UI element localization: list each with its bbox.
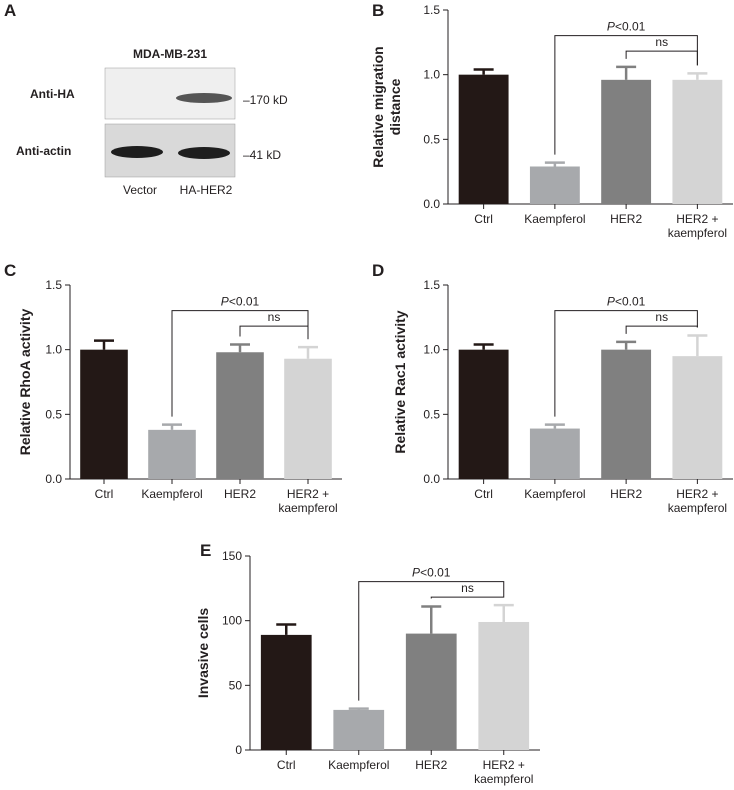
y-tick-label: 0 [235,743,242,757]
significance-bracket [239,325,309,340]
x-tick-label: HER2 [224,487,256,501]
significance-bracket [554,310,698,417]
bar [478,621,530,750]
bar [405,633,457,750]
bar [216,352,264,479]
significance-label: P<0.01 [221,295,260,309]
x-tick-label: Ctrl [95,487,114,501]
x-tick-label: HER2 [610,487,642,501]
panel-label: C [4,261,16,280]
bar [672,79,723,204]
size-label: –170 kD [243,93,288,107]
x-tick-label: Ctrl [474,487,493,501]
band [176,93,232,103]
y-tick-label: 0.0 [45,472,62,486]
x-tick-label: Kaempferol [141,487,202,501]
significance-bracket [430,596,505,599]
row-label: Anti-HA [30,87,75,101]
x-tick-label: Ctrl [277,758,296,772]
y-tick-label: 50 [229,678,243,692]
band [111,146,163,158]
band [178,147,230,159]
significance-label: ns [655,310,668,324]
significance-label: P<0.01 [607,295,646,309]
y-tick-label: 1.0 [423,343,440,357]
significance-label: ns [268,310,281,324]
significance-bracket [625,325,698,334]
bar-chart: D Relative Rac1 activity 0.0 0.5 1.0 1.5 Ctrl K… [372,261,733,515]
panel-label: D [372,261,384,280]
significance-label: ns [461,581,474,595]
significance-bracket [625,50,698,66]
bar [529,166,580,204]
panel-label: B [372,1,384,20]
bar [458,74,509,205]
x-tick-label: Kaempferol [524,487,585,501]
y-tick-label: 0.0 [423,197,440,211]
y-tick-label: 100 [222,614,242,628]
y-tick-label: 1.5 [423,3,440,17]
y-tick-label: 150 [222,549,242,563]
lane-label: HA-HER2 [180,183,233,197]
bar [672,356,723,479]
significance-label: P<0.01 [412,566,451,580]
y-tick-label: 0.5 [423,132,440,146]
panel-label: A [4,1,16,20]
bar [284,358,332,479]
panel-label: E [200,541,211,560]
significance-bracket [554,35,698,155]
bar-chart: C Relative RhoA activity 0.0 0.5 1.0 1.5 Ctrl K… [4,261,342,515]
x-tick-label: HER2 + kaempferol [668,212,727,240]
bar [529,428,580,479]
x-tick-label: HER2 + kaempferol [474,758,533,786]
lane-label: Vector [123,183,157,197]
bar [333,709,385,750]
y-tick-label: 0.0 [423,472,440,486]
y-tick-label: 1.5 [45,278,62,292]
size-label: –41 kD [243,148,281,162]
bar [601,349,652,479]
y-tick-label: 1.5 [423,278,440,292]
bar [601,79,652,204]
y-tick-label: 1.0 [45,343,62,357]
x-tick-label: HER2 + kaempferol [668,487,727,515]
significance-bracket [171,310,309,417]
cell-line: MDA-MB-231 [133,47,207,61]
bar-chart: E Invasive cells 0 50 100 150 Ctrl Kaempferol HE… [195,541,540,786]
panel-a: A MDA-MB-231 Anti-HA Anti-actin –170 kD … [4,1,288,197]
x-tick-label: HER2 [415,758,447,772]
x-tick-label: HER2 [610,212,642,226]
y-tick-label: 1.0 [423,68,440,82]
y-tick-label: 0.5 [45,407,62,421]
bar [80,349,128,479]
bar-chart: B Relative migrationdistance 0.0 0.5 1.0 1.5 C… [370,1,733,240]
x-tick-label: Kaempferol [328,758,389,772]
significance-label: ns [655,35,668,49]
y-axis-label: Invasive cells [195,608,211,699]
x-tick-label: Kaempferol [524,212,585,226]
y-axis-label: Relative RhoA activity [17,309,33,456]
y-tick-label: 0.5 [423,407,440,421]
bar [148,429,196,479]
significance-bracket [358,581,505,701]
y-axis-label: Relative Rac1 activity [392,310,408,453]
y-axis-label: Relative migrationdistance [370,46,403,167]
bar [458,349,509,479]
x-tick-label: Ctrl [474,212,493,226]
x-tick-label: HER2 + kaempferol [278,487,337,515]
significance-label: P<0.01 [607,20,646,34]
bar [260,634,312,750]
row-label: Anti-actin [16,144,71,158]
